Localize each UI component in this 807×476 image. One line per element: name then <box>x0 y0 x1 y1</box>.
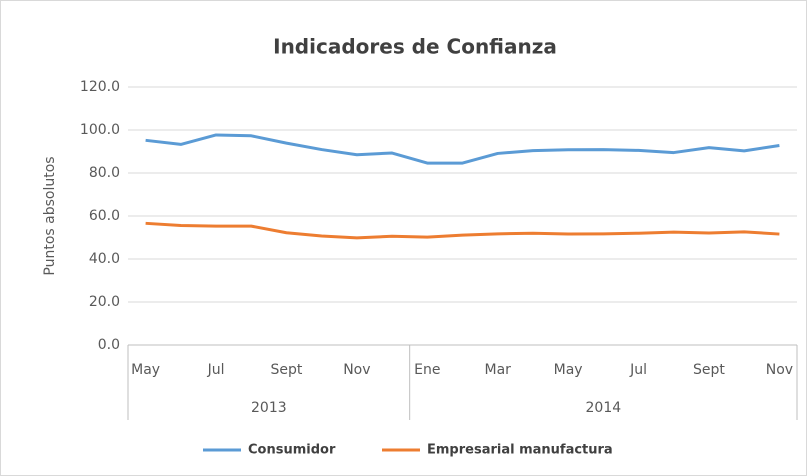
legend-label: Consumidor <box>248 443 336 458</box>
y-tick-label: 20.0 <box>89 294 120 310</box>
group-label: 2014 <box>586 400 622 416</box>
x-tick-label: May <box>131 362 160 378</box>
x-tick-label: Nov <box>343 362 370 378</box>
y-tick-label: 120.0 <box>80 79 120 95</box>
chart-title: Indicadores de Confianza <box>273 35 557 59</box>
legend-label: Empresarial manufactura <box>427 443 613 458</box>
x-tick-label: Mar <box>484 362 511 378</box>
y-tick-label: 60.0 <box>89 208 120 224</box>
x-tick-label: Nov <box>766 362 793 378</box>
x-tick-label: Ene <box>414 362 440 378</box>
y-axis-label: Puntos absolutos <box>42 156 58 275</box>
y-tick-label: 0.0 <box>98 337 120 353</box>
x-tick-label: Sept <box>693 362 725 378</box>
x-tick-label: May <box>554 362 583 378</box>
x-tick-label: Sept <box>271 362 303 378</box>
y-tick-label: 80.0 <box>89 165 120 181</box>
x-tick-label: Jul <box>207 362 225 378</box>
series-line <box>145 221 780 240</box>
group-label: 2013 <box>251 400 287 416</box>
series-line <box>145 133 780 165</box>
x-tick-label: Jul <box>629 362 647 378</box>
y-tick-label: 100.0 <box>80 122 120 138</box>
y-tick-label: 40.0 <box>89 251 120 267</box>
